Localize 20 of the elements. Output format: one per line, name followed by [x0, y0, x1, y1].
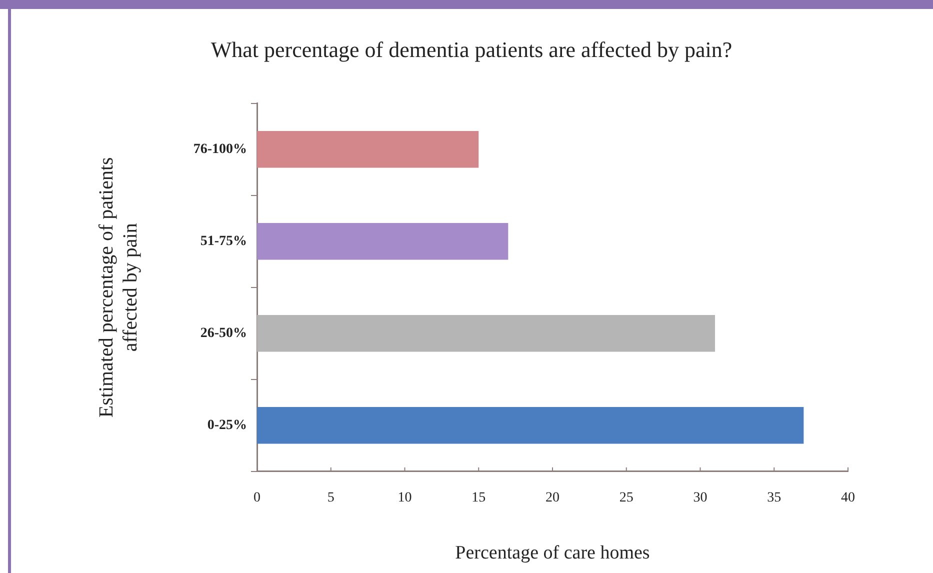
- x-tick-label: 40: [841, 490, 855, 506]
- chart-title: What percentage of dementia patients are affected by pain?: [210, 36, 732, 62]
- bar: [257, 315, 716, 352]
- x-tick-label: 25: [619, 490, 634, 506]
- y-tick-label: 26-50%: [200, 326, 247, 342]
- x-axis-title: Percentage of care homes: [455, 542, 650, 564]
- bar: [257, 407, 804, 444]
- x-tick-label: 5: [327, 490, 334, 506]
- y-tick-label: 51-75%: [200, 234, 247, 250]
- x-tick-label: 10: [398, 490, 412, 506]
- bar: [257, 131, 479, 168]
- x-tick-label: 15: [472, 490, 486, 506]
- x-tick-label: 20: [546, 490, 560, 506]
- x-tick-label: 30: [693, 490, 708, 506]
- y-tick-label: 76-100%: [193, 142, 247, 158]
- y-axis-title: Estimated percentage of patients affected by pain: [95, 156, 142, 418]
- x-tick-label: 35: [767, 490, 782, 506]
- x-tick-label: 0: [254, 490, 260, 506]
- y-tick-label: 0-25%: [207, 418, 247, 434]
- bar: [257, 223, 508, 260]
